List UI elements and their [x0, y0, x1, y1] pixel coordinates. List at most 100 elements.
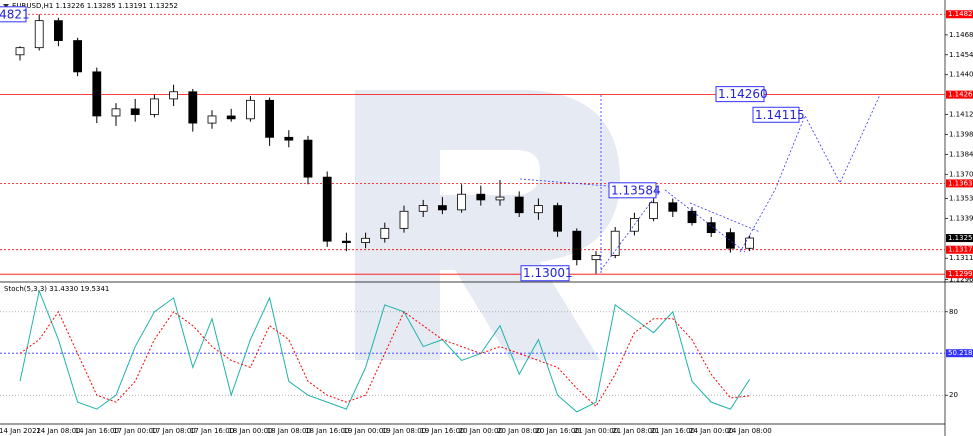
y-tick-label: 1.13840: [949, 150, 973, 158]
guide-line: [689, 202, 761, 233]
candle-body: [169, 91, 179, 100]
level-label-box: [946, 349, 973, 358]
candle-body: [130, 108, 140, 115]
candle-body: [380, 227, 390, 239]
candle-body: [649, 202, 658, 219]
x-tick-label: 17 Jan 16:00: [190, 427, 234, 435]
current-price-box: [946, 234, 973, 243]
x-tick-label: 14 Jan 16:00: [75, 427, 119, 435]
level-label: 1.14825: [948, 10, 973, 18]
x-tick-label: 19 Jan 00:00: [343, 427, 387, 435]
y-tick-label: 1.14400: [949, 71, 973, 79]
level-label: 50.2183: [948, 349, 973, 357]
candle-body: [265, 99, 275, 138]
annotation-label: 1.14115: [755, 108, 805, 122]
stoch-line: [19, 289, 751, 413]
candle-body: [322, 176, 332, 242]
current-price-label: 1.13252: [948, 234, 973, 242]
stoch-title: Stoch(5,3,3) 31.4330 19.5341: [4, 285, 109, 293]
candle-body: [284, 136, 294, 141]
candle-body: [188, 91, 198, 124]
y-tick-label: 1.13390: [949, 214, 973, 222]
candle-body: [245, 99, 255, 120]
candle-body: [745, 237, 754, 249]
y-tick-label: 1.14120: [949, 111, 973, 119]
candle-body: [706, 222, 716, 234]
x-tick-label: 18 Jan 08:00: [267, 427, 311, 435]
candle-body: [534, 205, 543, 214]
candle-body: [495, 196, 505, 201]
level-label-box: [946, 90, 973, 99]
level-label: 1.13636: [948, 179, 973, 187]
level-label-box: [946, 270, 973, 279]
y-tick-label: 1.13980: [949, 130, 973, 138]
x-tick-label: 18 Jan 00:00: [228, 427, 272, 435]
candle-body: [341, 240, 351, 243]
x-tick-label: 19 Jan 08:00: [382, 427, 426, 435]
y-tick-label: 1.13530: [949, 194, 973, 202]
x-tick-label: 21 Jan 16:00: [651, 427, 695, 435]
candle-body: [437, 205, 447, 211]
annotation-box: [715, 86, 765, 103]
level-label: 1.14260: [948, 91, 973, 99]
x-tick-label: 19 Jan 16:00: [420, 427, 464, 435]
y-tick-label: 1.12960: [949, 276, 973, 284]
x-tick-label: 14 Jan 2022: [0, 427, 41, 435]
x-tick-label: 14 Jan 08:00: [36, 427, 80, 435]
candle-body: [553, 205, 562, 232]
candle-body: [457, 193, 467, 211]
candle-body: [361, 237, 371, 243]
candle-body: [610, 230, 620, 256]
candle-body: [226, 115, 236, 120]
y-tick-label: 1.14680: [949, 31, 973, 39]
annotation-box: [608, 182, 657, 199]
level-label-box: [946, 179, 973, 188]
x-tick-label: 20 Jan 16:00: [535, 427, 579, 435]
level-label: 1.12998: [948, 270, 973, 278]
level-label-box: [946, 245, 973, 254]
candle-body: [111, 108, 121, 117]
chart-title: EURUSD,H1 1.13226 1.13285 1.13191 1.1325…: [12, 2, 178, 10]
y-tick-label: 1.13110: [949, 254, 973, 262]
x-tick-label: 20 Jan 00:00: [459, 427, 503, 435]
annotation-box: [520, 265, 570, 282]
candle-body: [687, 210, 697, 224]
annotation-label: 1.14260: [718, 87, 768, 101]
candle-body: [514, 196, 524, 214]
y-tick-label: 1.14540: [949, 51, 973, 59]
x-tick-label: 21 Jan 00:00: [574, 427, 618, 435]
y-tick-label: 80: [949, 308, 958, 316]
candle-body: [73, 40, 82, 73]
title-icon: [3, 4, 9, 8]
annotation-label: 1.13584: [611, 183, 661, 197]
watermark: [355, 90, 620, 360]
x-tick-label: 20 Jan 08:00: [497, 427, 541, 435]
guide-line: [600, 189, 661, 271]
candle-body: [668, 202, 678, 212]
x-tick-label: 18 Jan 16:00: [305, 427, 349, 435]
guide-line: [519, 178, 659, 191]
candle-body: [149, 98, 159, 115]
candle-body: [303, 139, 313, 178]
candle-body: [572, 230, 582, 261]
candle-body: [476, 193, 486, 201]
candle-body: [591, 254, 601, 261]
candle-body: [418, 205, 428, 212]
candle-body: [92, 71, 102, 117]
x-tick-label: 24 Jan 08:00: [727, 427, 771, 435]
x-tick-label: 17 Jan 08:00: [151, 427, 195, 435]
candle-body: [34, 20, 44, 49]
y-tick-label: 20: [949, 391, 958, 399]
x-tick-label: 24 Jan 00:00: [689, 427, 733, 435]
level-label-box: [946, 10, 973, 19]
stoch-line: [19, 310, 750, 408]
candle-body: [207, 115, 217, 124]
x-tick-label: 17 Jan 00:00: [113, 427, 157, 435]
annotation-box: [752, 106, 800, 123]
candle-body: [15, 47, 25, 56]
candle-body: [726, 232, 735, 249]
candle-body: [399, 210, 409, 229]
y-tick-label: 1.13700: [949, 170, 973, 178]
